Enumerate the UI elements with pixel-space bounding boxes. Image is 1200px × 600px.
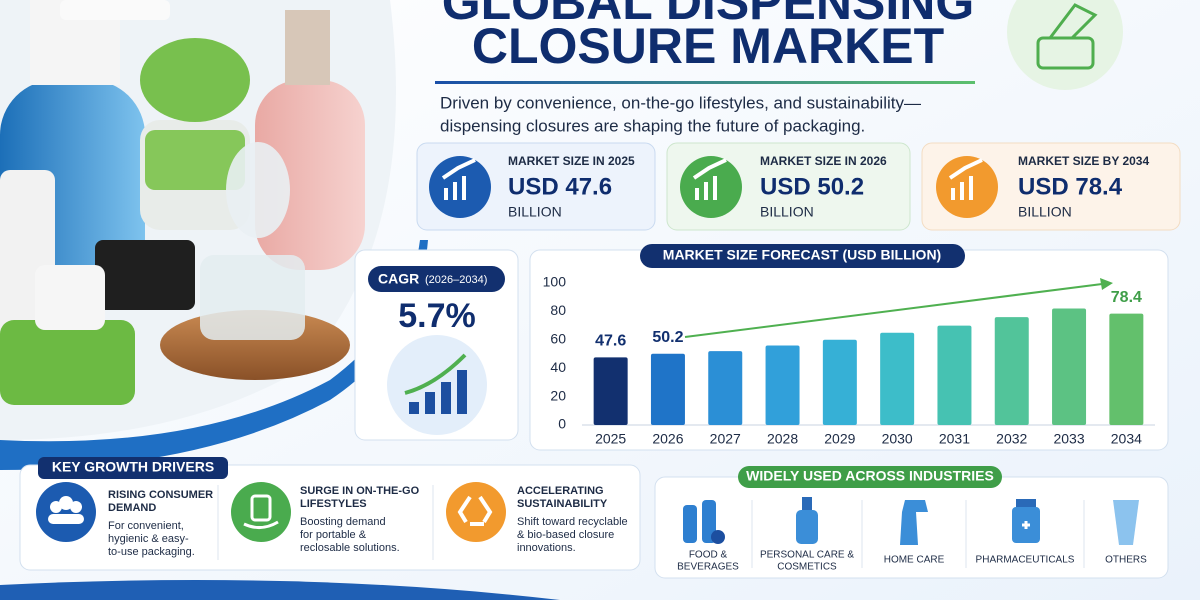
bar — [822, 339, 857, 425]
subtitle-line: dispensing closures are shaping the futu… — [440, 116, 865, 135]
y-tick-label: 100 — [543, 274, 567, 290]
driver-title: RISING CONSUMER — [108, 489, 213, 501]
driver-desc: Shift toward recyclable — [517, 516, 628, 528]
x-tick-label: 2029 — [824, 431, 855, 447]
driver-desc: For convenient, — [108, 520, 184, 532]
bar — [593, 357, 628, 425]
bar — [1052, 308, 1087, 425]
chart: MARKET SIZE FORECAST (USD BILLION) 0 20 40… — [529, 244, 1169, 451]
stat-label: MARKET SIZE IN 2026 — [760, 154, 887, 168]
value-label: 78.4 — [1111, 289, 1142, 306]
x-tick-label: 2026 — [652, 431, 683, 447]
value-label: 50.2 — [652, 329, 683, 346]
y-tick-label: 60 — [550, 331, 566, 347]
driver-desc: innovations. — [517, 542, 576, 554]
stat-value: USD 78.4 — [1018, 173, 1123, 200]
drivers-box: KEY GROWTH DRIVERS RISING CONSUMER DEMAN… — [19, 457, 641, 571]
y-tick-label: 80 — [550, 302, 566, 318]
x-tick-label: 2034 — [1111, 431, 1142, 447]
bar — [650, 353, 685, 425]
industry-label: PHARMACEUTICALS — [976, 555, 1075, 566]
x-tick-label: 2028 — [767, 431, 798, 447]
industry-label: PERSONAL CARE & — [760, 550, 854, 561]
trend-arrow-head — [1100, 278, 1113, 290]
industry-label: FOOD & — [689, 550, 728, 561]
stat-unit: BILLION — [508, 204, 562, 220]
driver-desc: Boosting demand — [300, 516, 386, 528]
driver-desc: for portable & — [300, 529, 367, 541]
title-line: GLOBAL DISPENSING — [442, 0, 974, 30]
header-icon — [1007, 0, 1123, 90]
drivers-title: KEY GROWTH DRIVERS — [52, 459, 214, 475]
y-tick-label: 20 — [550, 387, 566, 403]
stat-label: MARKET SIZE IN 2025 — [508, 154, 635, 168]
x-tick-label: 2030 — [882, 431, 913, 447]
y-tick-label: 0 — [558, 416, 566, 432]
cagr-label: CAGR — [378, 271, 419, 287]
industry-label: HOME CARE — [884, 555, 945, 566]
driver-desc: hygienic & easy- — [108, 533, 189, 545]
driver-desc: & bio-based closure — [517, 529, 614, 541]
cagr-value: 5.7% — [398, 297, 476, 335]
driver-title: DEMAND — [108, 502, 156, 514]
stat-unit: BILLION — [1018, 204, 1072, 220]
stat-value: USD 50.2 — [760, 173, 864, 200]
x-tick-label: 2025 — [595, 431, 626, 447]
stat-card: MARKET SIZE IN 2025 USD 47.6 BILLION — [416, 142, 656, 231]
cagr-box: CAGR (2026–2034) 5.7% — [354, 249, 519, 441]
x-tick-label: 2032 — [996, 431, 1027, 447]
industries-title: WIDELY USED ACROSS INDUSTRIES — [746, 468, 994, 484]
stat-card: MARKET SIZE IN 2026 USD 50.2 BILLION — [666, 142, 911, 231]
title-underline — [435, 81, 975, 84]
x-tick-label: 2033 — [1053, 431, 1084, 447]
bar — [765, 345, 800, 425]
title-line: CLOSURE MARKET — [472, 18, 944, 74]
value-label: 47.6 — [595, 333, 626, 350]
bar — [994, 317, 1029, 425]
stat-unit: BILLION — [760, 204, 814, 220]
driver-title: LIFESTYLES — [300, 498, 367, 510]
y-tick-label: 40 — [550, 359, 566, 375]
stat-card: MARKET SIZE BY 2034 USD 78.4 BILLION — [921, 142, 1181, 231]
driver-desc: reclosable solutions. — [300, 542, 400, 554]
x-tick-label: 2031 — [939, 431, 970, 447]
x-tick-label: 2027 — [710, 431, 741, 447]
bar — [1109, 313, 1144, 425]
industry-label: COSMETICS — [777, 562, 837, 573]
bar — [708, 351, 743, 425]
cagr-period: (2026–2034) — [425, 274, 487, 286]
trend-arrow — [684, 282, 1111, 338]
stat-label: MARKET SIZE BY 2034 — [1018, 154, 1149, 168]
footer-wave — [0, 580, 560, 600]
product-illustration — [0, 0, 428, 470]
bar — [880, 332, 915, 425]
driver-desc: to-use packaging. — [108, 546, 195, 558]
industry-label: BEVERAGES — [677, 562, 739, 573]
driver-title: SUSTAINABILITY — [517, 498, 608, 510]
driver-title: ACCELERATING — [517, 485, 604, 497]
subtitle-line: Driven by convenience, on-the-go lifesty… — [440, 93, 921, 112]
industry-label: OTHERS — [1105, 555, 1147, 566]
bar — [937, 325, 972, 425]
industries-box: WIDELY USED ACROSS INDUSTRIES FOOD & BEV… — [654, 466, 1169, 579]
stat-value: USD 47.6 — [508, 173, 612, 200]
chart-title: MARKET SIZE FORECAST (USD BILLION) — [663, 247, 941, 263]
driver-title: SURGE IN ON-THE-GO — [300, 485, 420, 497]
